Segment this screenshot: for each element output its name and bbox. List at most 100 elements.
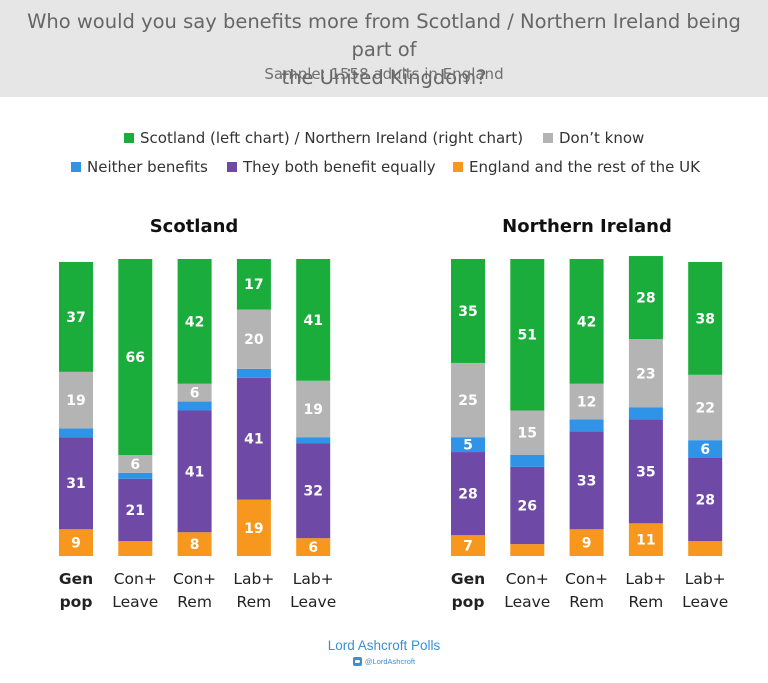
scotland-bar-segment [296, 443, 331, 539]
northern-ireland-bar-segment [688, 261, 723, 375]
scotland-data-label: 8 [190, 537, 200, 553]
northern-ireland-data-label: 42 [577, 314, 596, 330]
scotland-bar-segment [296, 437, 331, 444]
scotland-bar-segment [177, 410, 212, 533]
northern-ireland-bar-segment [510, 410, 545, 456]
scotland-category-label: Con+ [114, 570, 157, 588]
footer-handle-row: @LordAshcroft [0, 657, 768, 666]
northern-ireland-category-label: Con+ [565, 570, 608, 588]
northern-ireland-category-label: Leave [682, 593, 728, 611]
scotland-bar-segment [118, 455, 153, 473]
northern-ireland-bar-segment [688, 374, 723, 441]
legend-swatch-grey [543, 133, 553, 143]
scotland-data-label: 41 [303, 313, 322, 329]
northern-ireland-bar-segment [451, 259, 485, 363]
legend-item-scotland-ni: Scotland (left chart) / Northern Ireland… [124, 129, 523, 147]
northern-ireland-data-label: 9 [582, 536, 592, 552]
scotland-data-label: 19 [66, 393, 85, 409]
legend-item-both: They both benefit equally [227, 158, 436, 176]
northern-ireland-category-label: pop [452, 593, 485, 611]
scotland-data-label: 6 [190, 386, 200, 402]
scotland-chart-title: Scotland [149, 216, 239, 237]
northern-ireland-bar-segment [510, 455, 545, 467]
legend-label: Neither benefits [87, 158, 208, 176]
northern-ireland-data-label: 38 [695, 311, 714, 327]
scotland-bar-segment [236, 259, 271, 310]
scotland-category-label: Con+ [173, 570, 216, 588]
northern-ireland-data-label: 28 [636, 291, 655, 307]
scotland-bar-segment [118, 259, 153, 456]
northern-ireland-data-label: 11 [636, 533, 655, 549]
northern-ireland-chart-title: Northern Ireland [502, 216, 672, 237]
scotland-data-label: 19 [244, 521, 263, 537]
scotland-bar-segment [118, 541, 153, 556]
scotland-bar-segment [118, 478, 153, 542]
scotland-data-label: 41 [244, 432, 263, 448]
sample-subtitle: Sample: 1558 adults in England [264, 65, 504, 83]
scotland-data-label: 17 [244, 277, 263, 293]
scotland-bar-segment [177, 532, 212, 556]
northern-ireland-bar-segment [451, 362, 485, 438]
legend-swatch-purple [227, 162, 237, 172]
northern-ireland-category-label: Gen [451, 570, 485, 588]
scotland-category-label: Leave [112, 593, 158, 611]
northern-ireland-bar-segment [451, 535, 485, 556]
northern-ireland-bar-segment [628, 407, 663, 420]
northern-ireland-bar-segment [688, 440, 723, 458]
scotland-category-label: Rem [177, 593, 212, 611]
northern-ireland-bar-segment [451, 452, 485, 536]
northern-ireland-category-label: Con+ [506, 570, 549, 588]
scotland-data-label: 41 [185, 464, 204, 480]
scotland-data-label: 31 [66, 476, 85, 492]
scotland-data-label: 19 [303, 402, 322, 418]
chart-title: Who would you say benefits more from Sco… [20, 8, 748, 92]
northern-ireland-data-label: 35 [458, 304, 477, 320]
scotland-bar-segment [236, 309, 271, 369]
scotland-data-label: 9 [71, 536, 81, 552]
scotland-data-label: 66 [126, 350, 145, 366]
scotland-category-label: pop [60, 593, 93, 611]
scotland-bar-segment [59, 437, 93, 530]
northern-ireland-data-label: 12 [577, 395, 596, 411]
scotland-bar-segment [296, 538, 331, 556]
northern-ireland-bar-segment [569, 259, 604, 384]
northern-ireland-bar-segment [569, 529, 604, 556]
scotland-bar-segment [177, 401, 212, 411]
scotland-category-label: Leave [290, 593, 336, 611]
scotland-bar-segment [118, 472, 153, 479]
scotland-data-label: 6 [308, 540, 318, 556]
northern-ireland-bar-segment [628, 339, 663, 408]
northern-ireland-data-label: 51 [518, 328, 537, 344]
scotland-bar-segment [296, 259, 331, 381]
scotland-bar-segment [59, 428, 93, 438]
legend-label: England and the rest of the UK [469, 158, 700, 176]
northern-ireland-data-label: 23 [636, 366, 655, 382]
northern-ireland-bar-segment [569, 419, 604, 432]
header-banner: Who would you say benefits more from Sco… [0, 0, 768, 97]
scotland-bar-segment [59, 529, 93, 556]
northern-ireland-bar-segment [451, 437, 485, 453]
legend-item-neither: Neither benefits [71, 158, 208, 176]
northern-ireland-bar-segment [569, 383, 604, 420]
northern-ireland-data-label: 28 [458, 487, 477, 503]
stacked-bar-charts: 9311937Genpop21666Con+Leave841642Con+Rem… [59, 256, 728, 611]
northern-ireland-category-label: Lab+ [625, 570, 666, 588]
legend-swatch-blue [71, 162, 81, 172]
northern-ireland-data-label: 35 [636, 464, 655, 480]
legend-swatch-orange [453, 162, 463, 172]
northern-ireland-data-label: 6 [700, 442, 710, 458]
northern-ireland-category-label: Lab+ [685, 570, 726, 588]
scotland-data-label: 37 [66, 310, 85, 326]
northern-ireland-bar-segment [569, 431, 604, 530]
twitter-icon [352, 657, 362, 666]
scotland-data-label: 6 [130, 457, 140, 473]
scotland-data-label: 21 [126, 503, 145, 519]
title-line-1: Who would you say benefits more from Sco… [27, 10, 741, 61]
northern-ireland-bar-segment [510, 466, 545, 545]
legend-label: They both benefit equally [243, 158, 436, 176]
scotland-bar-segment [177, 259, 212, 384]
scotland-category-label: Lab+ [293, 570, 334, 588]
scotland-bar-segment [236, 368, 271, 378]
northern-ireland-bar-segment [628, 419, 663, 524]
northern-ireland-category-label: Rem [569, 593, 604, 611]
